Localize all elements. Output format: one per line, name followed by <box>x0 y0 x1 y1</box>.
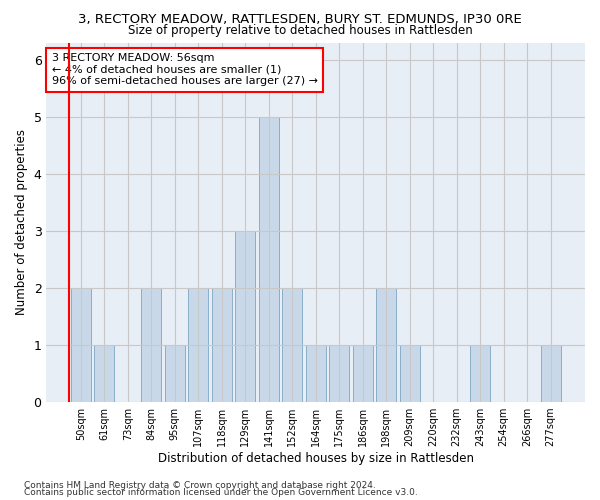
Bar <box>329 345 349 402</box>
Text: Size of property relative to detached houses in Rattlesden: Size of property relative to detached ho… <box>128 24 472 37</box>
Text: Contains public sector information licensed under the Open Government Licence v3: Contains public sector information licen… <box>24 488 418 497</box>
Text: 3 RECTORY MEADOW: 56sqm
← 4% of detached houses are smaller (1)
96% of semi-deta: 3 RECTORY MEADOW: 56sqm ← 4% of detached… <box>52 54 318 86</box>
Bar <box>188 288 208 402</box>
Bar <box>259 116 279 402</box>
Bar <box>306 345 326 402</box>
Bar <box>165 345 185 402</box>
Bar <box>541 345 560 402</box>
Bar <box>142 288 161 402</box>
Bar <box>235 231 255 402</box>
Text: 3, RECTORY MEADOW, RATTLESDEN, BURY ST. EDMUNDS, IP30 0RE: 3, RECTORY MEADOW, RATTLESDEN, BURY ST. … <box>78 12 522 26</box>
Y-axis label: Number of detached properties: Number of detached properties <box>15 130 28 316</box>
Bar <box>376 288 396 402</box>
Bar <box>353 345 373 402</box>
Bar <box>212 288 232 402</box>
Text: Contains HM Land Registry data © Crown copyright and database right 2024.: Contains HM Land Registry data © Crown c… <box>24 480 376 490</box>
Bar <box>282 288 302 402</box>
Bar <box>400 345 419 402</box>
X-axis label: Distribution of detached houses by size in Rattlesden: Distribution of detached houses by size … <box>158 452 474 465</box>
Bar <box>94 345 115 402</box>
Bar <box>71 288 91 402</box>
Bar <box>470 345 490 402</box>
